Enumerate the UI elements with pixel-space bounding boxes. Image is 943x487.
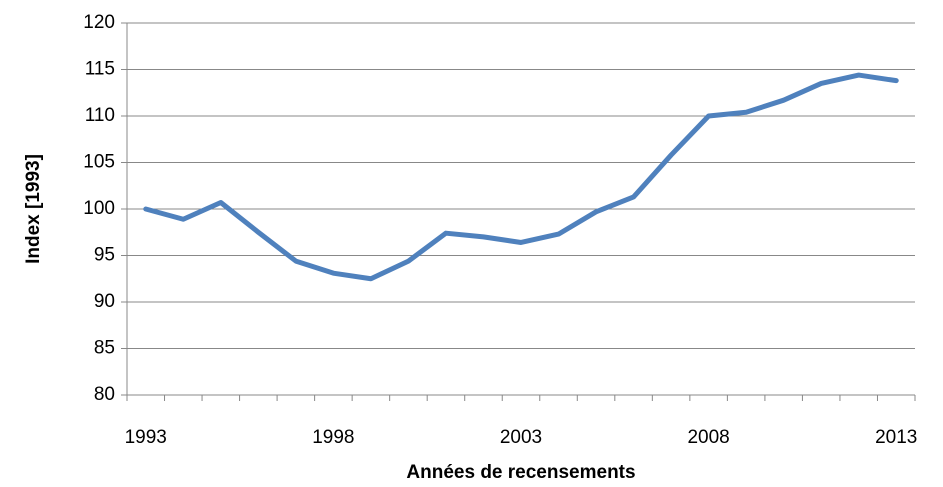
x-tick-label: 1998 xyxy=(312,427,354,448)
x-axis-label: Années de recensements xyxy=(406,462,635,483)
y-tick-label: 115 xyxy=(85,59,115,80)
y-tick-label: 95 xyxy=(94,245,115,266)
x-tick-label: 1993 xyxy=(125,427,167,448)
y-tick-label: 120 xyxy=(83,12,115,33)
x-tick-label: 2008 xyxy=(687,427,729,448)
x-tick-label: 2013 xyxy=(875,427,917,448)
y-tick-label: 85 xyxy=(94,338,115,359)
x-tick-label: 2003 xyxy=(500,427,542,448)
data-line xyxy=(143,72,899,282)
y-tick-label: 100 xyxy=(83,198,115,219)
y-tick-label: 90 xyxy=(94,291,115,312)
y-axis-label: Index [1993] xyxy=(23,154,44,264)
y-tick-label: 110 xyxy=(85,105,115,126)
y-tick-label: 80 xyxy=(94,384,115,405)
y-tick-label: 105 xyxy=(83,152,115,173)
